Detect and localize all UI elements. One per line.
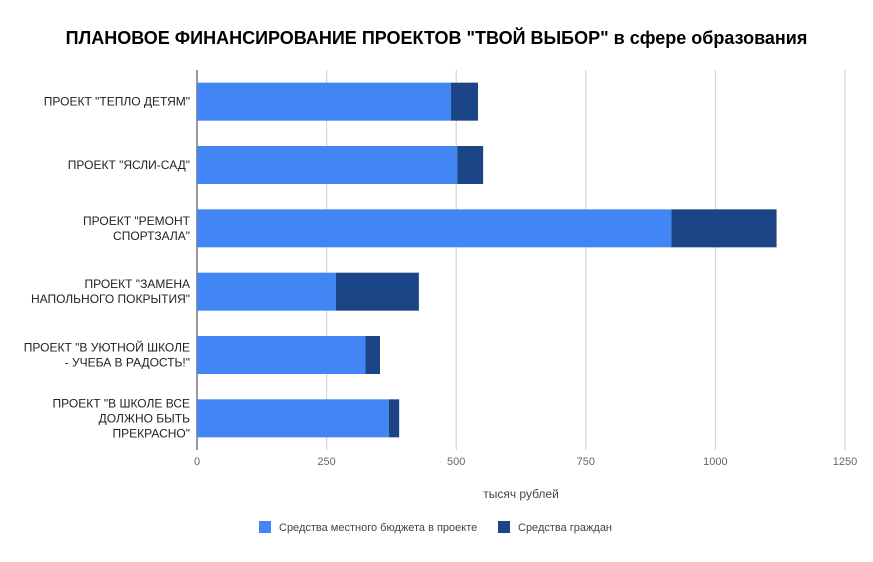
y-category-label: ПРОЕКТ "ЯСЛИ-САД" [68,158,190,172]
y-category-label: ПРОЕКТ "В УЮТНОЙ ШКОЛЕ - УЧЕБА В РАДОСТЬ!… [24,340,190,370]
legend-swatch [498,521,510,533]
y-category-label-line: ПРОЕКТ "ТЕПЛО ДЕТЯМ" [44,95,190,109]
y-category-label-line: ПРОЕКТ "В ШКОЛЕ ВСЕ [53,396,191,410]
x-tick-label: 250 [317,456,335,468]
bar-segment [457,146,484,184]
y-category-label: ПРОЕКТ "ЗАМЕНА НАПОЛЬНОГО ПОКРЫТИЯ" [31,277,190,306]
chart-title: ПЛАНОВОЕ ФИНАНСИРОВАНИЕ ПРОЕКТОВ "ТВОЙ В… [65,28,808,48]
x-tick-label: 0 [194,456,200,468]
bar-segment [197,82,452,121]
legend-label: Средства граждан [518,522,612,534]
x-tick-label: 1000 [703,456,727,468]
legend-swatch [259,521,271,533]
y-category-label-line: ПРОЕКТ "ЗАМЕНА [84,277,190,291]
bar-segment [335,272,419,311]
x-tick-label: 750 [577,456,595,468]
x-tick-label: 500 [447,456,465,468]
bar-segment [388,399,400,438]
y-category-label-line: ПРЕКРАСНО" [113,426,191,440]
y-category-label: ПРОЕКТ "ТЕПЛО ДЕТЯМ" [44,95,190,109]
y-category-label-line: ПРОЕКТ "ЯСЛИ-САД" [68,158,190,172]
y-category-label-line: ПРОЕКТ "В УЮТНОЙ ШКОЛЕ [24,340,190,355]
y-category-label-line: - УЧЕБА В РАДОСТЬ!" [65,356,190,370]
y-category-label-line: ДОЛЖНО БЫТЬ [99,411,190,425]
y-category-label-line: ПРОЕКТ "РЕМОНТ [83,214,191,228]
bar-segment [671,209,777,248]
bar-segment [365,336,380,374]
y-category-label-line: НАПОЛЬНОГО ПОКРЫТИЯ" [31,292,190,306]
bar-segment [197,146,458,184]
bar-segment [197,399,389,438]
bar-segment [197,272,336,311]
bar-segment [451,82,478,121]
bar-segment [197,336,366,374]
bar-segment [197,209,672,248]
y-category-label: ПРОЕКТ "РЕМОНТ СПОРТЗАЛА" [83,214,191,243]
y-category-label: ПРОЕКТ "В ШКОЛЕ ВСЕ ДОЛЖНО БЫТЬ ПРЕКРАСНО" [53,396,191,440]
x-tick-label: 1250 [833,456,857,468]
x-axis-label: тысяч рублей [483,487,559,501]
legend-label: Средства местного бюджета в проекте [279,522,477,534]
y-category-label-line: СПОРТЗАЛА" [113,229,190,243]
